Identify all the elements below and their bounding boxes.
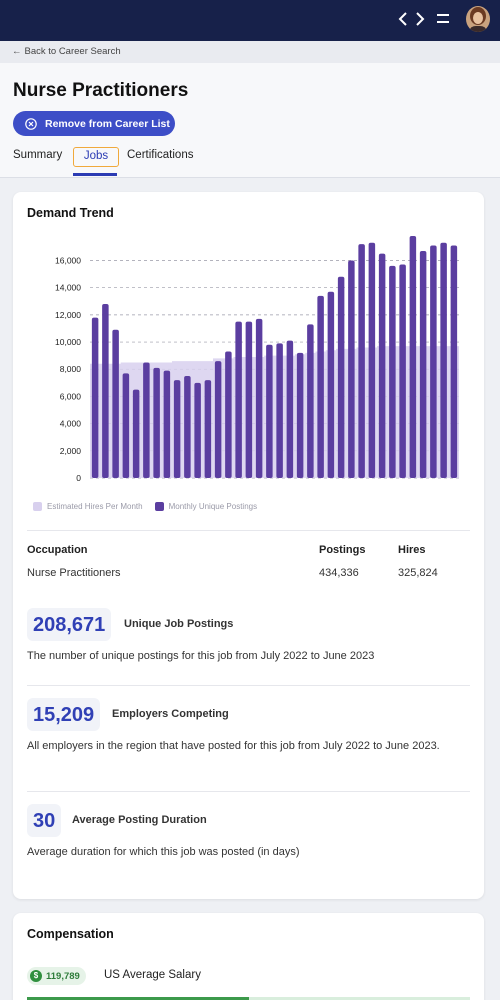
postings-bar[interactable] [399, 264, 406, 478]
close-circle-icon [25, 117, 37, 130]
divider [27, 685, 470, 686]
postings-bar[interactable] [348, 260, 355, 478]
postings-bar[interactable] [317, 295, 324, 478]
career-header: Nurse Practitioners Remove from Career L… [0, 63, 500, 178]
dollar-icon: $ [30, 970, 42, 982]
postings-bar[interactable] [389, 265, 396, 478]
remove-button-label: Remove from Career List [45, 117, 170, 130]
postings-bar[interactable] [194, 382, 201, 478]
divider [27, 530, 470, 531]
y-tick-label: 12,000 [55, 310, 81, 320]
tab-certifications[interactable]: Certifications [127, 149, 194, 161]
chevron-left-icon[interactable] [396, 10, 410, 28]
postings-bar[interactable] [132, 389, 140, 478]
postings-bar[interactable] [173, 380, 181, 478]
postings-bar[interactable] [337, 276, 345, 478]
y-tick-label: 10,000 [55, 337, 81, 347]
y-tick-label: 6,000 [60, 391, 82, 401]
stat-desc-employers: All employers in the region that have po… [27, 740, 440, 752]
postings-bar[interactable] [368, 242, 376, 478]
salary-label: US Average Salary [104, 969, 201, 981]
postings-bar[interactable] [204, 380, 212, 478]
postings-bar[interactable] [296, 352, 304, 478]
y-tick-label: 16,000 [55, 255, 81, 265]
postings-bar[interactable] [286, 340, 294, 478]
postings-bar[interactable] [184, 376, 191, 478]
postings-bar[interactable] [91, 317, 99, 478]
stat-desc-duration: Average duration for which this job was … [27, 846, 300, 858]
postings-bar[interactable] [266, 344, 273, 478]
postings-bar[interactable] [276, 343, 283, 478]
stat-label-duration: Average Posting Duration [72, 814, 207, 826]
stat-label-unique-postings: Unique Job Postings [124, 618, 234, 630]
postings-bar[interactable] [327, 291, 335, 478]
top-bar [0, 0, 500, 41]
salary-badge: $ 119,789 [27, 967, 86, 985]
postings-bar[interactable] [430, 245, 437, 478]
page-title: Nurse Practitioners [13, 80, 189, 101]
tab-jobs[interactable]: Jobs [73, 147, 119, 167]
compensation-card: Compensation $ 119,789 US Average Salary [13, 913, 484, 1000]
breadcrumb[interactable]: ← Back to Career Search [0, 41, 500, 63]
postings-bar[interactable] [419, 250, 427, 478]
user-avatar[interactable] [466, 6, 490, 32]
arrow-left-icon: ← [12, 46, 22, 57]
postings-bar[interactable] [122, 373, 130, 478]
postings-bar[interactable] [112, 329, 119, 478]
salary-bar [27, 997, 470, 1000]
stat-desc-unique-postings: The number of unique postings for this j… [27, 650, 375, 662]
cell-postings: 434,336 [319, 567, 359, 579]
postings-bar[interactable] [440, 242, 447, 478]
y-tick-label: 4,000 [60, 419, 82, 429]
active-tab-indicator [73, 173, 117, 176]
postings-bar[interactable] [102, 303, 109, 478]
column-header-occupation: Occupation [27, 544, 88, 556]
postings-bar[interactable] [143, 362, 150, 478]
postings-bar[interactable] [163, 370, 171, 478]
postings-bar[interactable] [450, 245, 458, 478]
postings-bar[interactable] [225, 351, 232, 478]
postings-bar[interactable] [214, 361, 222, 478]
demand-trend-chart: 0 2,000 4,000 6,000 8,000 10,000 12,000 14,000 1… [55, 236, 459, 483]
demand-trend-title: Demand Trend [27, 206, 114, 220]
postings-bar[interactable] [153, 367, 160, 478]
cell-occupation: Nurse Practitioners [27, 567, 121, 579]
postings-bar[interactable] [245, 321, 253, 478]
stat-label-employers: Employers Competing [112, 708, 229, 720]
postings-bar[interactable] [378, 253, 386, 478]
stat-value-unique-postings: 208,671 [27, 608, 112, 641]
legend-swatch-hires [33, 502, 42, 511]
legend-item-hires[interactable]: Estimated Hires Per Month [33, 502, 143, 511]
menu-icon[interactable] [437, 12, 451, 28]
hires-area [90, 346, 459, 478]
salary-value: 119,789 [46, 970, 80, 982]
postings-bar[interactable] [409, 236, 417, 478]
salary-bar-fill [27, 997, 249, 1000]
legend-label-postings: Monthly Unique Postings [168, 502, 258, 511]
compensation-title: Compensation [27, 927, 114, 941]
column-header-postings: Postings [319, 544, 366, 556]
stat-value-employers: 15,209 [27, 698, 101, 731]
legend-item-postings[interactable]: Monthly Unique Postings [154, 502, 258, 511]
chart-legend: Estimated Hires Per Month Monthly Unique… [33, 502, 269, 511]
tab-summary[interactable]: Summary [13, 149, 63, 161]
demand-trend-card: Demand Trend 0 2,000 4,000 6,000 8,000 10,000… [13, 192, 484, 899]
postings-bar[interactable] [307, 324, 314, 478]
y-tick-label: 14,000 [55, 283, 81, 293]
postings-bar[interactable] [255, 318, 263, 478]
y-tick-label: 8,000 [60, 364, 82, 374]
chevron-right-icon[interactable] [413, 10, 427, 28]
legend-label-hires: Estimated Hires Per Month [47, 502, 143, 511]
stat-value-duration: 30 [27, 804, 62, 837]
postings-bar[interactable] [235, 321, 242, 478]
legend-swatch-postings [154, 502, 164, 511]
remove-from-career-list-button[interactable]: Remove from Career List [13, 111, 175, 136]
divider [27, 791, 470, 792]
cell-hires: 325,824 [398, 567, 438, 579]
postings-bar[interactable] [358, 244, 365, 478]
breadcrumb-label: Back to Career Search [24, 46, 121, 57]
y-tick-label: 0 [76, 473, 81, 483]
column-header-hires: Hires [398, 544, 426, 556]
y-tick-label: 2,000 [60, 446, 82, 456]
